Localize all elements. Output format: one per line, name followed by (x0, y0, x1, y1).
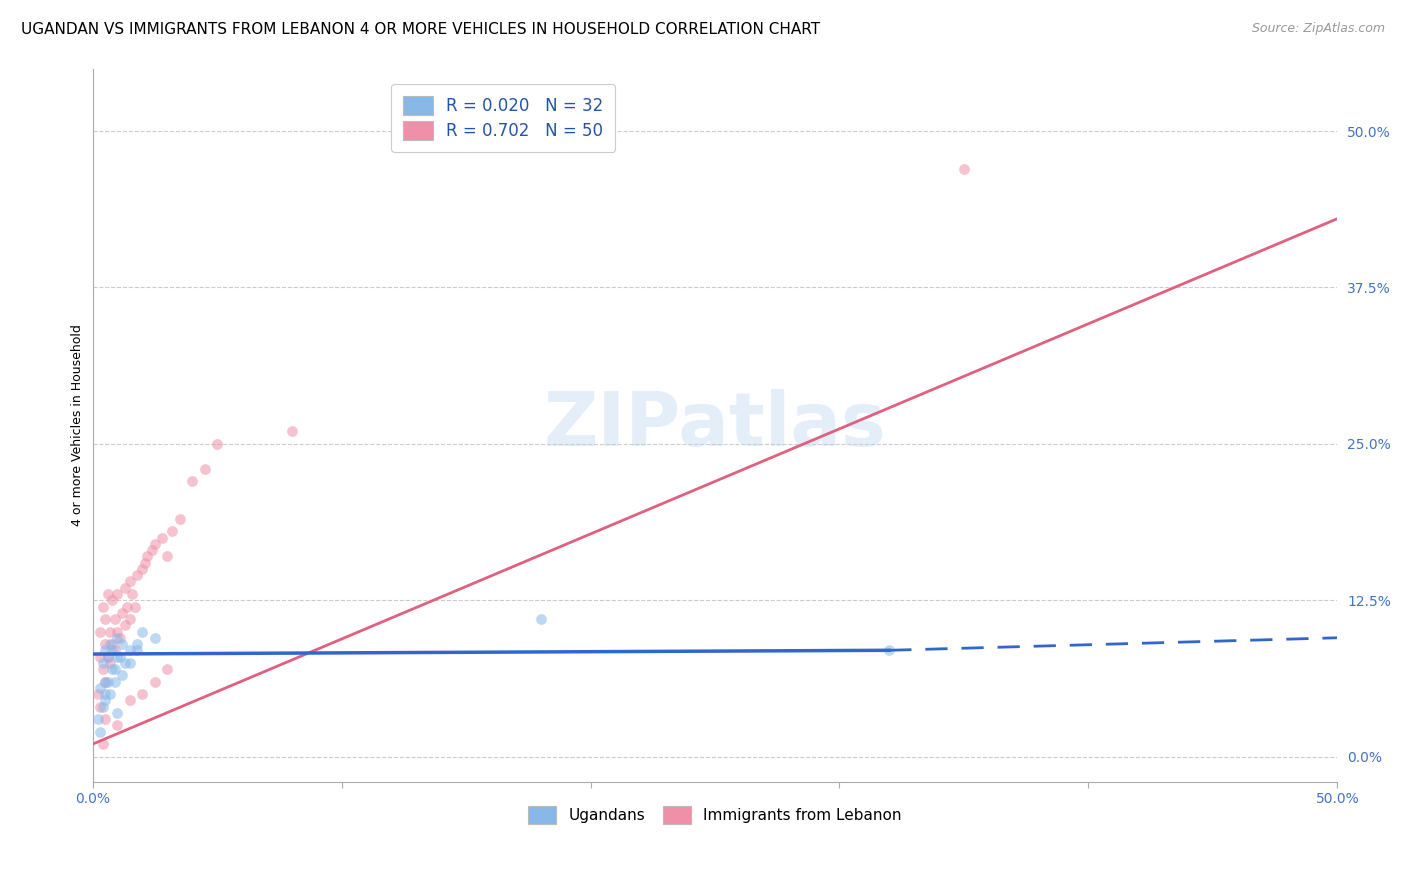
Point (117, 599, 139, 614)
Point (94, 637, 117, 651)
Point (127, 643, 149, 657)
Point (98, 637, 121, 651)
Point (162, 524, 184, 539)
Point (86, 687, 108, 701)
Point (181, 475, 204, 489)
Point (111, 606, 134, 620)
Point (96, 649, 118, 664)
Point (89, 724, 111, 739)
Point (107, 718, 129, 732)
Point (104, 674, 127, 689)
Point (94, 693, 117, 707)
Point (131, 562, 153, 576)
Point (108, 649, 131, 664)
Point (96, 587, 118, 601)
Point (118, 656, 141, 670)
Y-axis label: 4 or more Vehicles in Household: 4 or more Vehicles in Household (72, 324, 84, 526)
Point (953, 161, 976, 176)
Point (94, 674, 117, 689)
Point (127, 568, 149, 582)
Point (143, 674, 166, 689)
Point (150, 531, 173, 545)
Point (89, 624, 111, 639)
Point (156, 662, 179, 676)
Point (91, 662, 114, 676)
Point (114, 618, 136, 632)
Point (118, 643, 141, 657)
Point (281, 425, 304, 439)
Point (143, 631, 166, 645)
Point (107, 649, 129, 664)
Point (118, 693, 141, 707)
Point (131, 687, 153, 701)
Point (98, 687, 121, 701)
Point (143, 537, 166, 551)
Point (104, 643, 127, 657)
Text: Source: ZipAtlas.com: Source: ZipAtlas.com (1251, 22, 1385, 36)
Point (94, 643, 117, 657)
Point (101, 662, 124, 676)
Point (124, 599, 146, 614)
Point (136, 549, 159, 564)
Point (89, 649, 111, 664)
Point (111, 668, 134, 682)
Point (121, 587, 143, 601)
Point (104, 612, 127, 626)
Legend: Ugandans, Immigrants from Lebanon: Ugandans, Immigrants from Lebanon (517, 796, 912, 835)
Point (108, 631, 131, 645)
Point (91, 699, 114, 714)
Point (98, 656, 121, 670)
Point (107, 706, 129, 720)
Point (877, 643, 900, 657)
Point (118, 574, 141, 589)
Point (96, 674, 118, 689)
Point (194, 462, 217, 476)
Point (107, 631, 129, 645)
Point (91, 656, 114, 670)
Point (205, 437, 228, 451)
Point (530, 612, 553, 626)
Point (131, 624, 153, 639)
Point (98, 624, 121, 639)
Point (86, 712, 108, 726)
Text: UGANDAN VS IMMIGRANTS FROM LEBANON 4 OR MORE VEHICLES IN HOUSEHOLD CORRELATION C: UGANDAN VS IMMIGRANTS FROM LEBANON 4 OR … (21, 22, 820, 37)
Point (89, 699, 111, 714)
Point (94, 674, 117, 689)
Point (127, 637, 149, 651)
Point (118, 612, 141, 626)
Point (156, 549, 179, 564)
Point (94, 612, 117, 626)
Point (94, 712, 117, 726)
Point (107, 624, 129, 639)
Point (101, 643, 124, 657)
Point (91, 737, 114, 751)
Point (107, 587, 129, 601)
Text: ZIPatlas: ZIPatlas (544, 389, 886, 461)
Point (111, 637, 134, 651)
Point (104, 662, 127, 676)
Point (94, 687, 117, 701)
Point (134, 556, 156, 570)
Point (114, 581, 136, 595)
Point (91, 599, 114, 614)
Point (101, 637, 124, 651)
Point (114, 656, 136, 670)
Point (141, 543, 163, 558)
Point (89, 681, 111, 695)
Point (101, 593, 124, 607)
Point (169, 512, 191, 526)
Point (96, 649, 118, 664)
